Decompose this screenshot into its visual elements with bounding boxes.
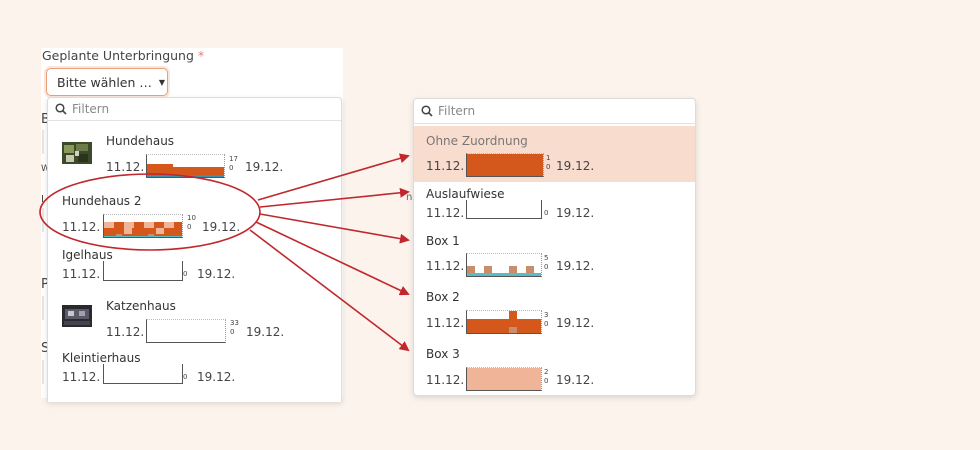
annotation-arrow [257, 153, 410, 201]
occupancy-chart [103, 214, 183, 238]
hundehaus-photo [62, 142, 92, 164]
item-name: Box 3 [426, 347, 460, 361]
annotation-arrow [255, 221, 410, 296]
occupancy-bars [467, 311, 541, 333]
scale-labels: 0 [183, 373, 188, 381]
item-name: Box 1 [426, 234, 460, 248]
item-name: Kleintierhaus [62, 351, 141, 365]
hidden-field-char: S [41, 341, 50, 356]
occupancy-chart [466, 153, 544, 177]
occupancy-fill [467, 368, 541, 390]
search-icon [55, 103, 67, 115]
filter-placeholder: Filtern [72, 102, 110, 116]
filter-input[interactable]: Filtern [414, 99, 695, 124]
end-date: 19.12. [556, 259, 595, 273]
filter-input[interactable]: Filtern [48, 98, 341, 121]
occupancy-chart [466, 367, 542, 391]
highlight-ellipse [39, 173, 261, 251]
placement-select[interactable]: Bitte wählen … ▼ [46, 68, 168, 96]
start-date: 11.12. [426, 373, 465, 387]
scale-labels: 0 [544, 209, 549, 217]
start-date: 11.12. [426, 206, 465, 220]
list-item-auslaufwiese[interactable]: Auslaufwiese 11.12. 0 19.12. [414, 184, 695, 232]
annotation-arrow [259, 187, 410, 208]
occupancy-chart [146, 319, 226, 343]
start-date: 11.12. [426, 159, 465, 173]
scale-labels: 17 0 [229, 155, 238, 172]
item-name: Hundehaus [106, 134, 175, 148]
item-name: Box 2 [426, 290, 460, 304]
occupancy-heatmap [104, 222, 182, 237]
occupancy-bars [467, 266, 541, 276]
list-item-hundehaus[interactable]: Hundehaus 11.12. 17 0 19.12. [48, 126, 341, 186]
hidden-field-edge [42, 130, 44, 154]
end-date: 19.12. [245, 160, 284, 174]
katzenhaus-photo [62, 305, 92, 327]
scale-labels: 10 0 [187, 214, 196, 231]
end-date: 19.12. [197, 267, 236, 281]
occupancy-chart [466, 253, 542, 277]
hidden-field-char: I [41, 194, 44, 205]
item-name: Hundehaus 2 [62, 194, 142, 208]
item-name: Igelhaus [62, 248, 113, 262]
list-item-katzenhaus[interactable]: Katzenhaus 11.12. 33 0 19.12. [48, 293, 341, 348]
scale-labels: 33 0 [230, 319, 239, 336]
start-date: 11.12. [106, 325, 145, 339]
search-icon [421, 105, 433, 117]
occupancy-chart [103, 364, 183, 384]
end-date: 19.12. [556, 373, 595, 387]
start-date: 11.12. [426, 316, 465, 330]
occupancy-chart [466, 310, 542, 334]
hidden-field-char: W [41, 164, 50, 174]
end-date: 19.12. [202, 220, 241, 234]
start-date: 11.12. [106, 160, 145, 174]
housing-dropdown: Filtern Hundehaus 11.12. 17 0 19.12. Hund… [47, 97, 342, 402]
item-name: Auslaufwiese [426, 187, 505, 201]
start-date: 11.12. [62, 370, 101, 384]
start-date: 11.12. [62, 220, 101, 234]
hidden-field-char: B [41, 112, 50, 127]
required-marker: * [197, 48, 205, 63]
annotation-arrow [249, 229, 410, 352]
occupancy-chart [103, 261, 183, 281]
end-date: 19.12. [556, 206, 595, 220]
filter-placeholder: Filtern [438, 104, 476, 118]
end-date: 19.12. [556, 316, 595, 330]
end-date: 19.12. [246, 325, 285, 339]
hidden-field-char: P [41, 277, 49, 292]
list-item-igelhaus[interactable]: Igelhaus 11.12. 0 19.12. [48, 248, 341, 288]
caret-down-icon: ▼ [158, 77, 166, 87]
end-date: 19.12. [556, 159, 595, 173]
field-label: Geplante Unterbringung * [42, 48, 205, 63]
start-date: 11.12. [62, 267, 101, 281]
item-name: Katzenhaus [106, 299, 176, 313]
occupancy-chart [466, 200, 542, 219]
list-item-hundehaus-2[interactable]: Hundehaus 2 11.12. 10 0 19.12. [48, 188, 341, 246]
occupancy-fill [173, 167, 224, 177]
hidden-field-edge [42, 360, 44, 384]
occupancy-fill [467, 154, 543, 176]
annotation-arrow [259, 213, 410, 244]
hidden-field-edge [42, 296, 44, 320]
start-date: 11.12. [426, 259, 465, 273]
list-item-kleintierhaus[interactable]: Kleintierhaus 11.12. 0 19.12. [48, 351, 341, 391]
select-value: Bitte wählen … [57, 74, 152, 90]
item-name: Ohne Zuordnung [426, 134, 528, 148]
scale-labels: 0 [183, 270, 188, 278]
end-date: 19.12. [197, 370, 236, 384]
